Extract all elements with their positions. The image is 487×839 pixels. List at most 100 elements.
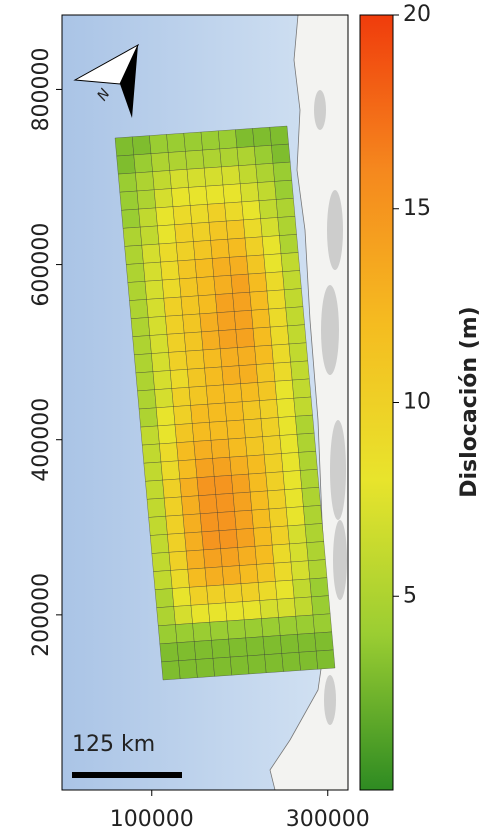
slip-cell [311,596,330,615]
slip-cell [239,564,258,583]
slip-cell [189,586,208,605]
slip-cell [272,544,291,563]
scale-bar [72,772,182,778]
slip-cell [156,207,175,226]
slip-cell [291,561,310,580]
slip-cell [145,480,164,499]
slip-cell [239,165,258,184]
slip-cell [278,416,297,435]
slip-cell [278,216,297,235]
slip-cell [245,237,264,256]
slip-cell [199,495,218,514]
slip-cell [295,415,314,434]
slip-cell [233,492,252,511]
slip-cell [282,652,301,671]
slip-cell [201,331,220,350]
slip-cell [316,650,335,669]
slip-cell [153,371,172,390]
slip-cell [291,361,310,380]
slip-cell [174,605,193,624]
chart: N 125 km Dislocación (m) 510152010000030… [0,0,487,839]
slip-cell [231,274,250,293]
slip-cell [137,390,156,409]
slip-cell [197,277,216,296]
slip-cell [180,478,199,497]
slip-cell [310,578,329,597]
slip-cell [147,498,166,517]
slip-cell [205,367,224,386]
slip-cell [225,402,244,421]
slip-cell [223,184,242,203]
slip-cell [277,398,296,417]
slip-cell [173,206,192,225]
slip-cell [255,545,274,564]
slip-cell [214,275,233,294]
slip-cell [239,365,258,384]
slip-cell [262,236,281,255]
slip-cell [225,202,244,221]
slip-cell [213,457,232,476]
slip-cell [163,479,182,498]
slip-cell [179,660,198,679]
slip-cell [177,642,196,661]
slip-cell [206,185,225,204]
slip-cell [274,562,293,581]
slip-cell [195,458,214,477]
slip-cell [142,244,161,263]
slip-cell [161,261,180,280]
slip-cell [283,471,302,490]
slip-cell [211,239,230,258]
slip-cell [227,620,246,639]
slip-cell [229,638,248,657]
x-tick-label: 300000 [286,807,370,832]
slip-cell [207,203,226,222]
slip-cell [201,131,220,150]
slip-cell [186,350,205,369]
slip-cell [176,242,195,261]
slip-cell [159,443,178,462]
slip-cell [172,587,191,606]
slip-cell [155,589,174,608]
colorbar-tick-label: 5 [403,583,417,608]
slip-cell [211,439,230,458]
slip-cell [190,204,209,223]
slip-cell [183,514,202,533]
slip-cell [147,298,166,317]
slip-cell [195,259,214,278]
x-tick-label: 100000 [110,807,194,832]
slip-cell [263,636,282,655]
slip-cell [237,346,256,365]
slip-cell [209,421,228,440]
slip-cell [275,380,294,399]
slip-cell [235,510,254,529]
slip-cell [168,151,187,170]
slip-cell [156,407,175,426]
slip-cell [285,489,304,508]
slip-cell [280,434,299,453]
slip-cell [247,655,266,674]
slip-cell [175,424,194,443]
slip-cell [157,225,176,244]
slip-cell [137,190,156,209]
slip-cell [170,369,189,388]
slip-cell [208,603,227,622]
slip-cell [194,640,213,659]
slip-cell [140,226,159,245]
slip-cell [292,379,311,398]
slip-cell [269,508,288,527]
slip-cell [142,444,161,463]
slip-cell [288,525,307,544]
slip-cell [220,348,239,367]
slip-cell [158,425,177,444]
slip-cell [164,297,183,316]
slip-cell [133,336,152,355]
slip-cell [132,136,151,155]
slip-cell [187,368,206,387]
slip-cell [215,293,234,312]
y-tick-label: 600000 [29,223,54,307]
slip-cell [253,327,272,346]
slip-cell [167,133,186,152]
slip-cell [206,385,225,404]
slip-cell [225,602,244,621]
slip-cell [171,187,190,206]
